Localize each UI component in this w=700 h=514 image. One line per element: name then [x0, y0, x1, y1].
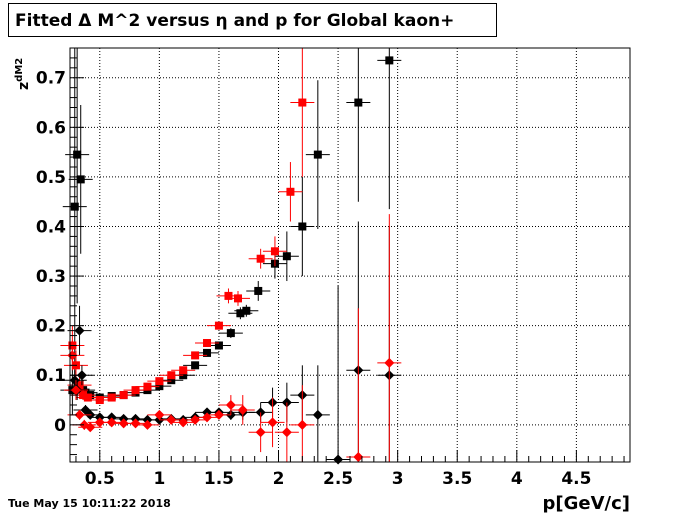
data-point-square: [131, 386, 140, 395]
data-point-square: [226, 329, 235, 338]
data-point-square: [179, 366, 188, 375]
y-axis-label-group: zdM2: [14, 58, 32, 90]
data-point-square: [234, 294, 242, 303]
data-point-square: [107, 393, 116, 402]
data-point-diamond: [255, 427, 266, 438]
series-diamond-black: [62, 221, 402, 465]
data-point-square: [191, 361, 200, 370]
data-point-square: [75, 381, 84, 390]
data-point-square: [385, 56, 394, 65]
y-tick-label: 0.2: [36, 317, 66, 337]
series-square-black: [60, 48, 402, 415]
data-point-square: [79, 391, 88, 400]
data-point-square: [83, 393, 92, 402]
data-point-diamond: [384, 357, 395, 368]
y-tick-label: 0: [54, 416, 66, 436]
data-point-diamond: [74, 325, 85, 336]
y-axis-label-sub: dM2: [14, 58, 25, 82]
data-point-square: [167, 376, 176, 385]
data-point-diamond: [353, 452, 364, 463]
data-point-square: [155, 377, 164, 386]
y-tick-label: 0.5: [36, 168, 66, 188]
y-tick-label: 0.4: [36, 217, 66, 237]
data-point-square: [73, 150, 82, 159]
data-point-diamond: [281, 427, 292, 438]
data-point-square: [95, 396, 104, 405]
chart-title-box: Fitted Δ M^2 versus η and p for Global k…: [8, 3, 497, 37]
timestamp-footer: Tue May 15 10:11:22 2018: [8, 497, 171, 510]
data-point-square: [203, 339, 212, 348]
data-point-square: [76, 175, 85, 184]
x-tick-label: 1: [153, 469, 165, 489]
x-tick-label: 3: [392, 469, 404, 489]
y-tick-label: 0.3: [36, 267, 66, 287]
data-point-square: [119, 391, 128, 400]
data-point-diamond: [225, 399, 236, 410]
data-point-diamond: [154, 409, 165, 420]
x-tick-label: 4.5: [561, 469, 591, 489]
data-point-diamond: [130, 418, 141, 429]
data-point-square: [286, 187, 295, 196]
x-tick-label: 1.5: [204, 469, 234, 489]
data-point-diamond: [70, 385, 81, 396]
x-tick-label: 2.5: [323, 469, 353, 489]
data-point-square: [354, 98, 363, 107]
x-tick-label: 2: [273, 469, 285, 489]
data-point-square: [214, 341, 223, 350]
data-point-square: [270, 247, 279, 256]
grid-lines: [70, 48, 630, 462]
data-point-square: [191, 351, 200, 360]
data-point-square: [282, 252, 291, 261]
data-point-diamond: [297, 419, 308, 430]
data-point-diamond: [166, 414, 177, 425]
data-point-diamond: [85, 422, 96, 433]
x-tick-label: 0.5: [85, 469, 115, 489]
y-tick-label: 0.7: [36, 69, 66, 89]
x-tick-labels: 0.5 1 1.5 2 2.5 3 3.5 4 4.5: [85, 469, 592, 489]
x-tick-label: 4: [511, 469, 523, 489]
y-axis-label: zdM2: [14, 58, 32, 90]
data-point-square: [167, 371, 176, 380]
x-tick-label: 3.5: [442, 469, 472, 489]
y-tick-labels: 0 0.1 0.2 0.3 0.4 0.5 0.6 0.7: [36, 69, 66, 436]
axis-ticks: [70, 57, 625, 462]
data-point-square: [298, 98, 307, 107]
data-point-square: [254, 286, 263, 295]
data-point-square: [313, 150, 322, 159]
data-point-diamond: [213, 409, 224, 420]
y-tick-label: 0.1: [36, 366, 66, 386]
plot-frame: [69, 47, 631, 463]
data-point-diamond: [142, 419, 153, 430]
data-point-square: [236, 309, 245, 318]
chart-title: Fitted Δ M^2 versus η and p for Global k…: [15, 11, 455, 31]
data-point-square: [256, 254, 265, 263]
data-point-square: [143, 382, 152, 391]
data-point-square: [298, 222, 307, 231]
y-axis-label-main: z: [16, 82, 32, 90]
series-diamond-red: [60, 214, 402, 463]
data-point-diamond: [106, 417, 117, 428]
data-point-diamond: [74, 409, 85, 420]
x-axis-label: p[GeV/c]: [543, 493, 631, 514]
y-tick-label: 0.6: [36, 118, 66, 138]
data-point-square: [214, 321, 223, 330]
data-point-diamond: [267, 417, 278, 428]
data-series: [60, 48, 402, 465]
data-point-diamond: [312, 409, 323, 420]
data-point-square: [203, 348, 212, 357]
data-point-diamond: [237, 404, 248, 415]
data-point-square: [224, 291, 233, 300]
data-point-square: [242, 306, 251, 315]
